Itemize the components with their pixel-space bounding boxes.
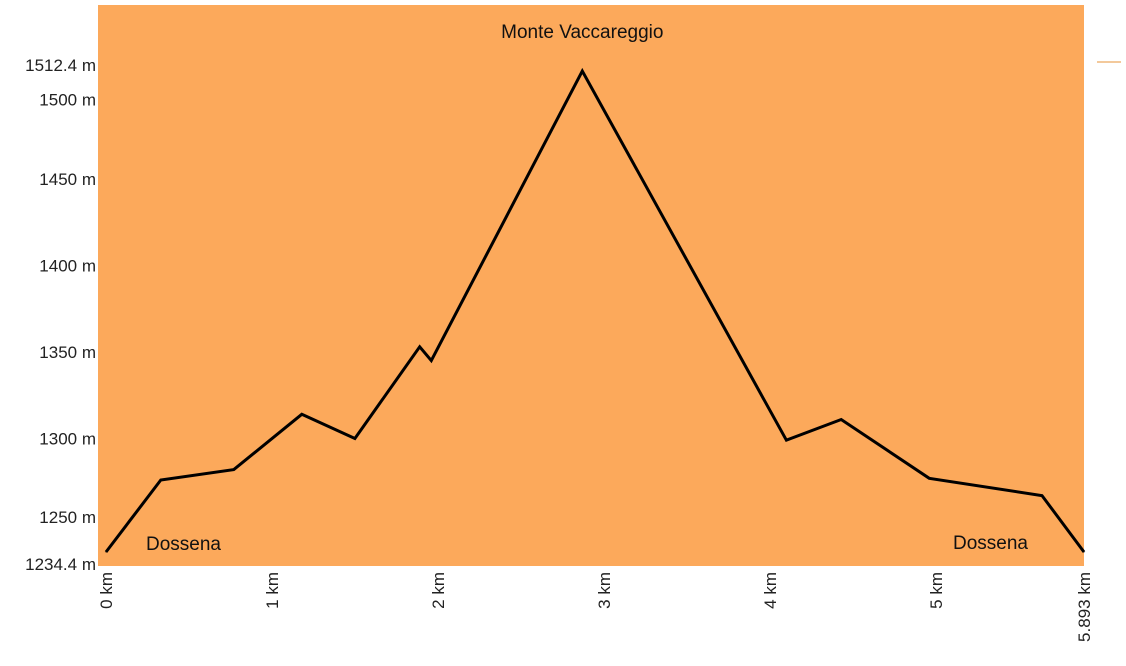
x-tick-label: 3 km xyxy=(595,572,614,609)
annotation-label: Dossena xyxy=(146,534,221,555)
y-tick-label: 1250 m xyxy=(39,508,96,527)
elevation-point xyxy=(160,479,162,481)
y-tick-label: 1350 m xyxy=(39,343,96,362)
y-tick-label: 1512.4 m xyxy=(25,56,96,75)
y-tick-label: 1450 m xyxy=(39,170,96,189)
x-tick-label: 4 km xyxy=(761,572,780,609)
x-axis: 0 km 1 km 2 km 3 km 4 km 5 km 5.893 km xyxy=(97,572,1094,642)
x-tick-label: 0 km xyxy=(97,572,116,609)
elevation-point xyxy=(233,469,235,471)
annotation-label: Monte Vaccareggio xyxy=(501,22,663,43)
y-axis: 1234.4 m 1250 m 1300 m 1350 m 1400 m 1450 m 15… xyxy=(25,56,96,574)
elevation-point xyxy=(1083,551,1085,553)
elevation-point xyxy=(105,551,107,553)
x-tick-label: 2 km xyxy=(429,572,448,609)
elevation-point xyxy=(301,413,303,415)
elevation-point xyxy=(419,346,421,348)
elevation-point xyxy=(354,438,356,439)
elevation-point xyxy=(430,360,432,362)
elevation-point xyxy=(1041,495,1043,497)
elevation-point xyxy=(785,439,787,441)
y-tick-label: 1500 m xyxy=(39,91,96,110)
y-tick-label: 1300 m xyxy=(39,430,96,449)
elevation-point xyxy=(840,419,842,420)
x-tick-label: 5.893 km xyxy=(1075,572,1094,642)
y-tick-label: 1400 m xyxy=(39,257,96,276)
x-tick-label: 1 km xyxy=(263,572,282,609)
annotations: Monte Vaccareggio Dossena Dossena xyxy=(146,22,1028,555)
x-tick-label: 5 km xyxy=(927,572,946,609)
y-tick-label: 1234.4 m xyxy=(25,555,96,574)
annotation-label: Dossena xyxy=(953,533,1028,554)
elevation-point xyxy=(928,477,930,479)
elevation-point xyxy=(581,70,583,72)
elevation-marks xyxy=(104,67,1086,553)
